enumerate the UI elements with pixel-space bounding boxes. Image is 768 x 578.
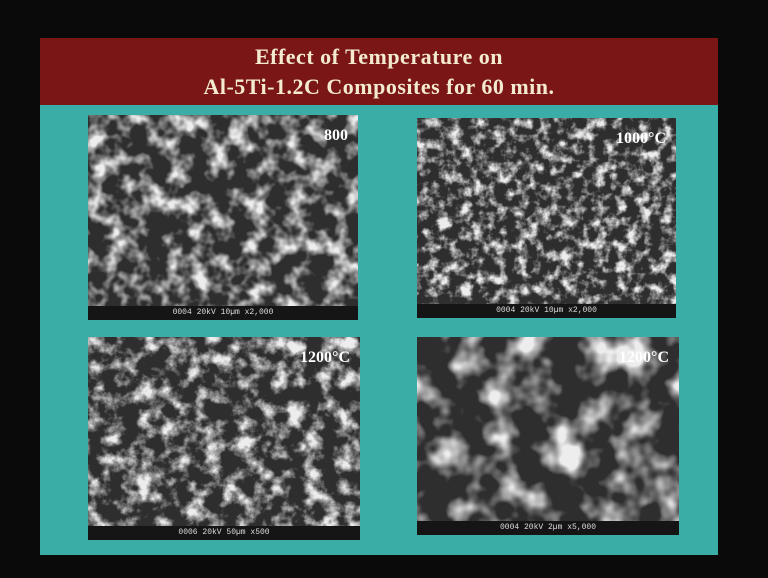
micrograph (88, 115, 358, 320)
sem-image: 1200°C 0006 20kV 50µm x500 (88, 337, 360, 540)
micrograph (417, 118, 676, 318)
temperature-label: 800 (324, 127, 348, 145)
title-bar: Effect of Temperature on Al-5Ti-1.2C Com… (40, 38, 718, 105)
title-line: Effect of Temperature on (40, 42, 718, 72)
sem-image: 800 0004 20kV 10µm x2,000 (88, 115, 358, 320)
micrograph (88, 337, 360, 540)
sem-info-bar: 0004 20kV 2µm x5,000 (417, 521, 679, 535)
sem-image: 1200°C 0004 20kV 2µm x5,000 (417, 337, 679, 535)
title-line: Al-5Ti-1.2C Composites for 60 min. (40, 72, 718, 102)
sem-image: 1000°C 0004 20kV 10µm x2,000 (417, 118, 676, 318)
sem-info-bar: 0006 20kV 50µm x500 (88, 526, 360, 540)
sem-info-bar: 0004 20kV 10µm x2,000 (88, 306, 358, 320)
sem-info-bar: 0004 20kV 10µm x2,000 (417, 304, 676, 318)
temperature-label: 1200°C (619, 349, 669, 367)
temperature-label: 1000°C (616, 130, 666, 148)
temperature-label: 1200°C (300, 349, 350, 367)
slide: Effect of Temperature on Al-5Ti-1.2C Com… (40, 38, 718, 555)
screen: {"header": {"title_lines": ["Effect of T… (0, 0, 768, 578)
